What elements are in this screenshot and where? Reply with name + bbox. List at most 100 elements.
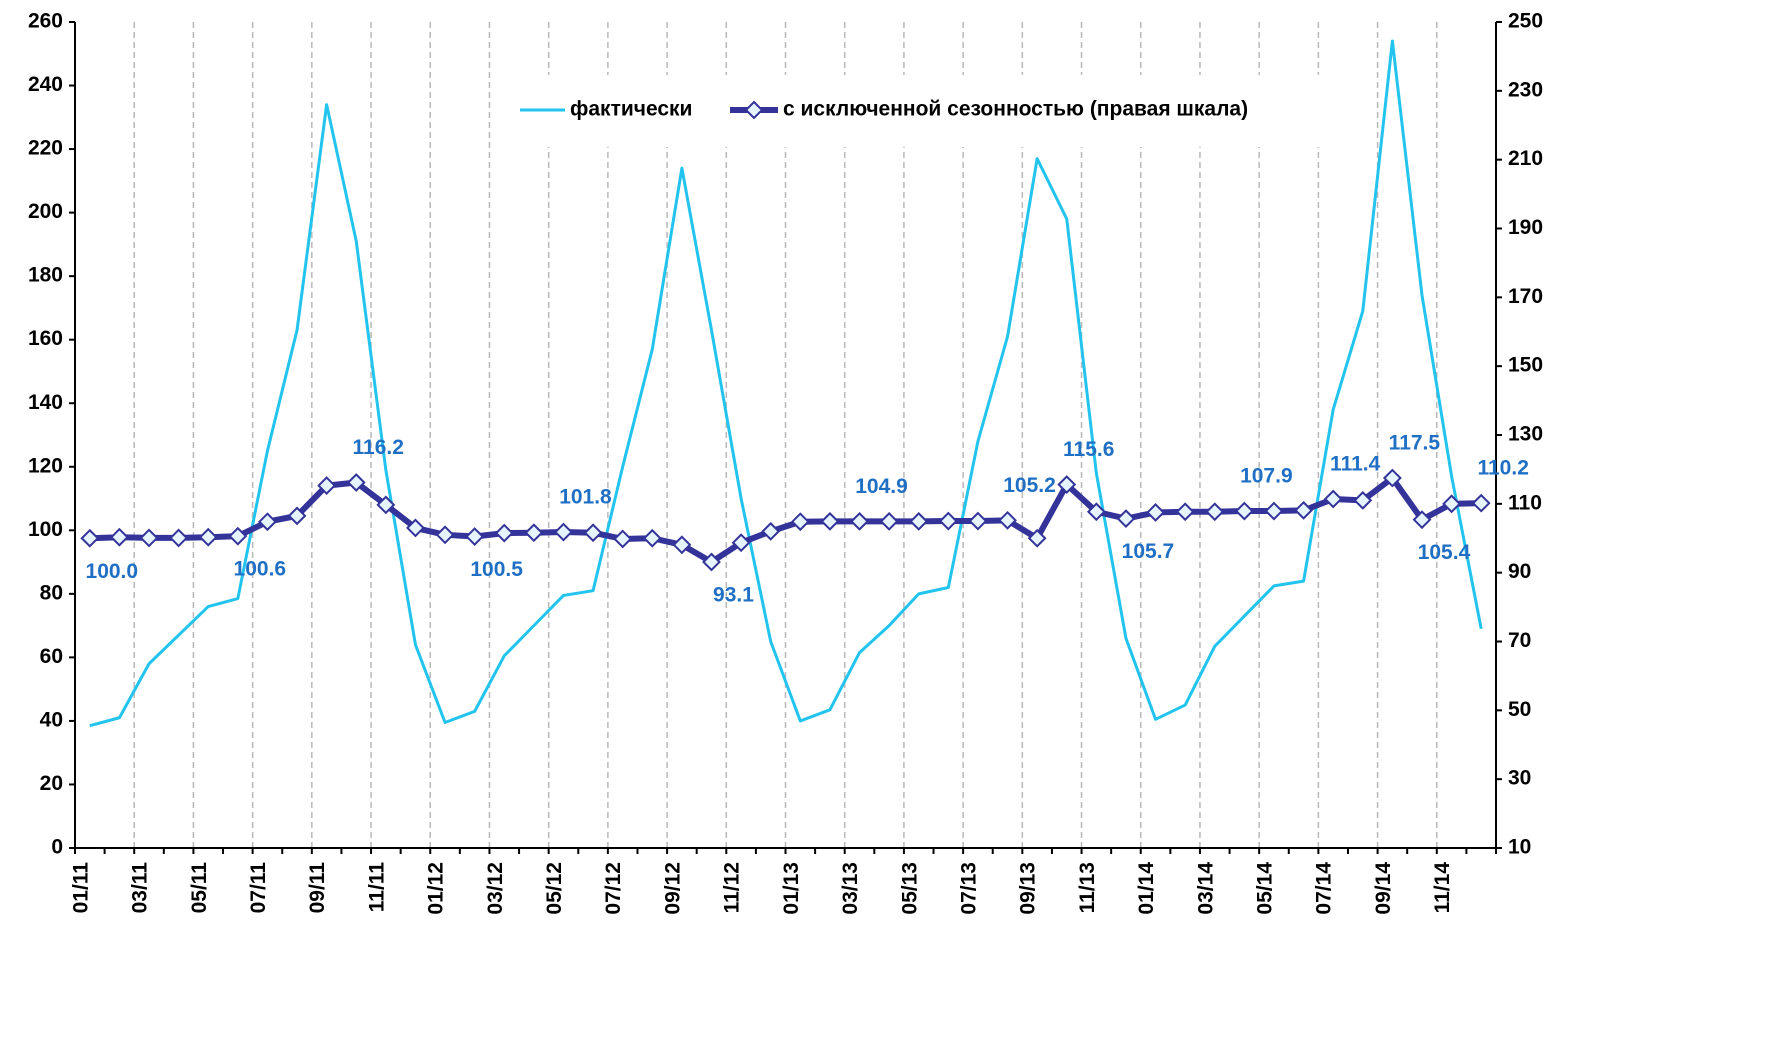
x-tick-label: 09/13 xyxy=(1017,862,1040,915)
y2-tick-label: 230 xyxy=(1508,78,1543,101)
marker xyxy=(672,535,692,555)
marker xyxy=(494,523,514,543)
marker xyxy=(346,473,366,492)
marker xyxy=(1442,494,1462,514)
data-label: 100.6 xyxy=(234,558,287,581)
legend-label: с исключенной сезонностью (правая шкала) xyxy=(783,98,1248,121)
marker xyxy=(1086,502,1106,522)
marker xyxy=(109,527,129,547)
x-tick-label: 09/14 xyxy=(1372,862,1395,915)
data-label: 104.9 xyxy=(855,475,908,498)
marker xyxy=(1146,503,1165,522)
marker xyxy=(1205,502,1225,522)
data-label: 117.5 xyxy=(1389,432,1441,455)
x-tick-label: 09/11 xyxy=(306,862,329,914)
marker xyxy=(909,511,929,531)
marker xyxy=(820,511,840,531)
marker xyxy=(1323,489,1343,509)
y2-tick-label: 150 xyxy=(1508,354,1543,377)
y2-tick-label: 90 xyxy=(1508,560,1531,583)
marker xyxy=(968,511,988,531)
x-tick-label: 07/12 xyxy=(602,862,625,915)
marker xyxy=(287,506,307,526)
x-tick-label: 11/12 xyxy=(721,862,744,913)
data-label: 111.4 xyxy=(1330,453,1381,476)
legend-box xyxy=(505,75,1350,147)
marker xyxy=(642,528,662,548)
marker xyxy=(406,518,425,538)
y2-tick-label: 10 xyxy=(1508,836,1531,859)
marker xyxy=(1382,468,1402,488)
marker xyxy=(1175,502,1195,522)
y-tick-label: 200 xyxy=(28,200,63,223)
marker xyxy=(879,511,899,531)
marker xyxy=(1116,509,1136,529)
x-tick-label: 05/13 xyxy=(898,862,921,915)
series-line xyxy=(89,39,1483,728)
x-tick-label: 07/14 xyxy=(1313,862,1336,915)
marker xyxy=(1234,501,1254,521)
marker xyxy=(583,523,603,543)
marker xyxy=(80,528,100,548)
x-tick-label: 07/11 xyxy=(247,862,270,914)
data-label: 100.0 xyxy=(86,560,139,583)
x-tick-label: 01/13 xyxy=(780,862,803,915)
marker xyxy=(790,512,810,532)
data-label: 101.8 xyxy=(559,486,612,509)
marker xyxy=(139,528,159,548)
marker xyxy=(938,511,958,531)
y-tick-label: 140 xyxy=(28,391,63,414)
x-tick-label: 03/13 xyxy=(839,862,862,915)
marker xyxy=(524,523,544,543)
marker xyxy=(613,529,633,549)
marker xyxy=(761,521,781,541)
y2-tick-label: 50 xyxy=(1508,698,1531,721)
y-tick-label: 120 xyxy=(28,454,63,477)
x-tick-label: 11/11 xyxy=(365,862,388,913)
y2-tick-label: 70 xyxy=(1508,629,1531,652)
data-label: 105.7 xyxy=(1122,540,1175,563)
y-tick-label: 220 xyxy=(28,137,63,160)
legend-marker xyxy=(744,100,764,120)
marker xyxy=(850,511,869,531)
marker xyxy=(1353,490,1373,510)
x-tick-label: 09/12 xyxy=(661,862,684,915)
x-tick-label: 07/13 xyxy=(957,862,980,915)
marker xyxy=(465,527,485,546)
y-tick-label: 0 xyxy=(51,836,63,859)
marker xyxy=(198,527,218,547)
y2-tick-label: 250 xyxy=(1508,10,1543,33)
data-label: 105.4 xyxy=(1418,541,1471,564)
marker xyxy=(376,495,396,515)
data-label: 116.2 xyxy=(353,436,404,459)
y2-tick-label: 190 xyxy=(1508,216,1543,239)
marker xyxy=(1412,510,1432,530)
data-label: 107.9 xyxy=(1240,465,1293,488)
data-label: 100.5 xyxy=(470,558,523,581)
marker xyxy=(169,528,189,548)
marker xyxy=(1294,500,1313,520)
marker xyxy=(1027,528,1047,548)
marker xyxy=(731,533,751,553)
x-tick-label: 05/14 xyxy=(1254,862,1277,915)
data-label: 110.2 xyxy=(1477,457,1528,480)
legend-label: фактически xyxy=(570,98,692,121)
y-tick-label: 240 xyxy=(28,73,63,96)
x-tick-label: 03/14 xyxy=(1194,862,1217,915)
marker xyxy=(435,525,455,545)
x-tick-label: 11/13 xyxy=(1076,862,1099,913)
y-tick-label: 160 xyxy=(28,327,63,350)
x-tick-label: 11/14 xyxy=(1431,862,1454,914)
y2-tick-label: 110 xyxy=(1508,491,1542,514)
marker xyxy=(554,522,573,542)
data-label: 93.1 xyxy=(713,584,754,607)
y-tick-label: 60 xyxy=(40,645,63,668)
marker xyxy=(998,510,1017,530)
y2-tick-label: 30 xyxy=(1508,767,1531,790)
marker xyxy=(317,476,337,496)
y-tick-label: 260 xyxy=(28,10,63,33)
x-tick-label: 03/12 xyxy=(484,862,507,915)
x-tick-label: 03/11 xyxy=(129,862,152,914)
marker xyxy=(1057,475,1077,494)
y2-tick-label: 130 xyxy=(1508,423,1543,446)
